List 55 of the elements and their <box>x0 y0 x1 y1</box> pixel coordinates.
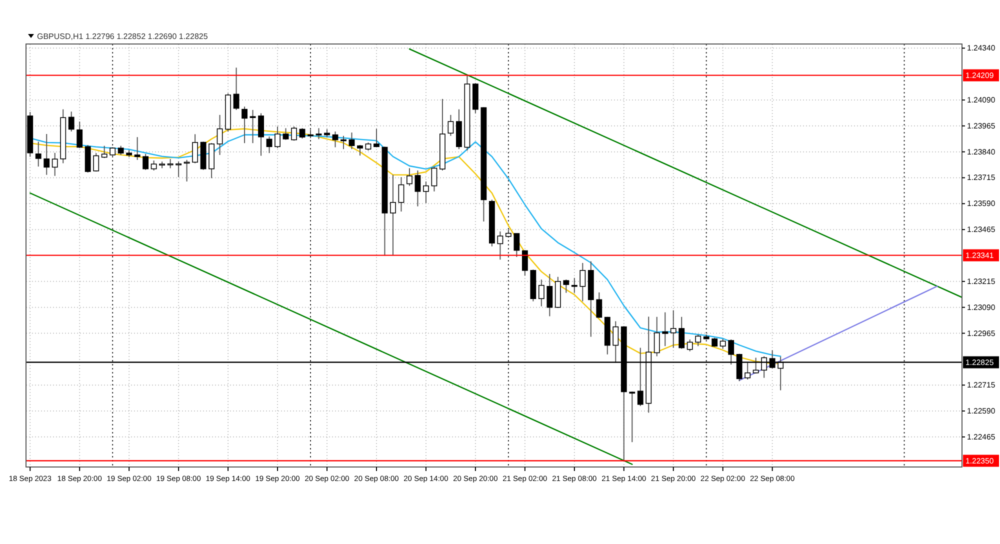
candlestick <box>398 176 404 212</box>
candlestick <box>406 168 412 186</box>
candlestick <box>580 262 586 302</box>
candlestick <box>258 112 264 156</box>
candlestick <box>242 106 248 144</box>
candlestick <box>93 152 100 172</box>
candlestick <box>448 114 454 136</box>
candlestick <box>76 121 83 149</box>
candlestick <box>695 334 702 347</box>
candlestick <box>250 109 256 144</box>
candlestick <box>266 136 272 154</box>
candlestick <box>571 277 578 294</box>
candlestick <box>44 133 50 176</box>
candlestick <box>423 180 429 204</box>
candlestick <box>316 128 322 140</box>
candlestick <box>35 141 42 168</box>
candlestick <box>720 338 726 350</box>
candlestick <box>374 128 380 148</box>
candlestick <box>150 160 157 171</box>
candlestick <box>596 292 602 318</box>
candlestick <box>678 316 685 350</box>
candlestick <box>670 310 676 348</box>
candlestick <box>431 166 438 192</box>
candlestick <box>546 273 553 317</box>
candlestick <box>167 158 174 169</box>
candlestick <box>68 111 74 132</box>
candlestick <box>514 233 520 258</box>
candlestick <box>192 134 198 164</box>
candlestick <box>629 391 636 443</box>
candlestick <box>134 136 140 160</box>
candlestick <box>357 144 363 156</box>
candlestick <box>654 316 660 357</box>
candlestick <box>282 128 289 140</box>
candlestick <box>118 145 124 156</box>
candlestick <box>340 135 346 150</box>
candlestick <box>233 67 240 110</box>
candlestick <box>142 153 149 170</box>
candlestick <box>299 128 306 140</box>
candlestick <box>184 159 190 182</box>
candlestick <box>686 338 693 352</box>
chart-title: GBPUSD,H1 1.22796 1.22852 1.22690 1.22825 <box>37 32 208 41</box>
candlestick <box>414 170 421 207</box>
candlestick <box>216 114 223 156</box>
candlestick <box>348 132 355 150</box>
candlestick <box>563 279 570 294</box>
candlestick <box>390 174 396 256</box>
candlestick <box>332 131 338 148</box>
candlestick <box>101 145 108 159</box>
candlestick <box>176 161 182 178</box>
candlestick <box>52 152 58 176</box>
candlestick <box>662 312 668 347</box>
candlestick <box>291 126 297 142</box>
candlestick <box>497 230 504 260</box>
candlestick <box>538 279 544 307</box>
candlestick <box>274 126 280 149</box>
